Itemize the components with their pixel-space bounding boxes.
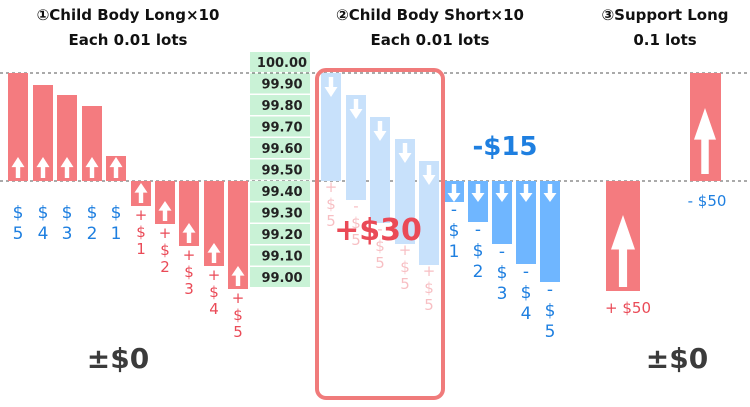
loss-label-blue: -$ 5 [545, 280, 556, 342]
price-label: 99.10 [261, 250, 302, 265]
up-arrow-icon [694, 108, 716, 174]
support-profit-label: + $50 [605, 299, 651, 317]
up-arrow-icon [60, 157, 74, 178]
loss-label-red: + $5 [232, 289, 245, 341]
up-arrow-icon [36, 157, 50, 178]
up-arrow-icon [207, 243, 221, 263]
short-bar-blue [516, 181, 536, 264]
price-label: 99.30 [261, 207, 302, 222]
down-arrow-icon [471, 184, 485, 202]
loss-label-red: + $2 [159, 224, 172, 276]
profit-label-blue: $3 [62, 203, 73, 244]
up-arrow-icon [158, 201, 172, 221]
support-loss-label: - $50 [688, 192, 727, 210]
header-support-long-line2: 0.1 lots [633, 31, 697, 49]
down-arrow-icon [324, 77, 338, 97]
price-label: 99.40 [261, 185, 302, 200]
price-cell [250, 95, 310, 115]
long-bar-up [57, 95, 77, 181]
long-bar-up [33, 85, 53, 181]
profit-label-blue: $2 [87, 203, 98, 244]
loss-label-red: + $1 [135, 206, 148, 258]
header-child-short-line2: Each 0.01 lots [370, 31, 490, 49]
loss-label-blue: -$ 4 [521, 262, 532, 324]
price-ladder: 100.00 99.90 99.80 99.70 99.60 99.50 99.40 99.3… [250, 52, 310, 287]
down-arrow-icon [422, 165, 436, 185]
header-child-short-line1: ②Child Body Short×10 [336, 6, 524, 24]
short-bar-faded [321, 73, 341, 181]
price-label: 99.80 [261, 99, 302, 114]
loss-label-blue: -$ 2 [473, 220, 484, 282]
up-arrow-icon [611, 215, 635, 287]
price-label: 99.00 [261, 271, 302, 286]
section-child-long: $5 $ 4 $ 3 $ 2 $ 1 + $1 + $2 + $3 + $4 + $5 [8, 73, 248, 341]
price-cell [250, 224, 310, 244]
up-arrow-icon [134, 183, 148, 203]
short-bar-blue [540, 181, 560, 282]
price-cell [250, 138, 310, 158]
down-arrow-icon [349, 99, 363, 119]
price-label: 100.00 [257, 56, 307, 71]
profit-label-blue: $4 [38, 203, 49, 244]
short-bar-blue [492, 181, 512, 244]
header-support-long-line1: ③Support Long [601, 6, 729, 24]
summary-loss-label: -$15 [472, 132, 537, 162]
section-child-short: + $5-$ 5-$ 5+ $5+ $5-$ 1-$ 2-$ 3-$ 4-$ 5+$30-$15 [315, 68, 560, 400]
loss-label-red: + $4 [208, 266, 221, 318]
header-child-long-line1: ①Child Body Long×10 [36, 6, 220, 24]
result-child-short: +$30 [334, 213, 422, 248]
profit-label-blue: $1 [111, 203, 122, 244]
price-cell [250, 202, 310, 223]
short-bar-faded [395, 139, 415, 244]
up-arrow-icon [182, 223, 196, 243]
faded-profit-label: -$ 5 [375, 220, 385, 272]
long-bar-down [179, 181, 199, 246]
up-arrow-icon [231, 266, 245, 286]
long-bar-down [228, 181, 248, 289]
results: ±$0 ±$0 [87, 342, 708, 375]
price-cell [250, 52, 310, 72]
faded-profit-label: + $5 [423, 262, 436, 314]
short-bar-faded [419, 161, 439, 265]
result-child-long: ±$0 [87, 342, 149, 375]
price-cell [250, 159, 310, 180]
long-bar-up [82, 106, 102, 181]
down-arrow-icon [373, 121, 387, 141]
price-cell [250, 245, 310, 266]
loss-label-red: + $3 [183, 246, 196, 298]
header-child-long-line2: Each 0.01 lots [68, 31, 188, 49]
price-label: 99.70 [261, 121, 302, 136]
result-support-long: ±$0 [646, 342, 708, 375]
price-cell [250, 73, 310, 94]
highlight-box [315, 68, 445, 400]
price-cell [250, 116, 310, 137]
down-arrow-icon [447, 184, 461, 202]
down-arrow-icon [398, 143, 412, 163]
down-arrow-icon [519, 184, 533, 202]
price-label: 99.60 [261, 142, 302, 157]
price-label: 99.90 [261, 78, 302, 93]
faded-profit-label: + $5 [399, 241, 412, 293]
up-arrow-icon [85, 157, 99, 178]
price-cell [250, 267, 310, 287]
down-arrow-icon [495, 184, 509, 202]
up-arrow-icon [11, 157, 25, 178]
faded-profit-label: + $5 [325, 178, 338, 230]
price-label: 99.50 [261, 164, 302, 179]
long-bar-down [204, 181, 224, 266]
long-bar-up [8, 73, 28, 181]
short-bar-faded [370, 117, 390, 223]
loss-label-blue: -$ 1 [449, 200, 460, 262]
loss-label-blue: -$ 3 [497, 242, 508, 304]
short-bar-faded [346, 95, 366, 200]
profit-label-blue: $5 [13, 203, 24, 244]
up-arrow-icon [109, 157, 123, 178]
faded-profit-label: -$ 5 [351, 197, 361, 249]
price-cell [250, 181, 310, 201]
section-support-long: - $50 + $50 [605, 73, 726, 317]
down-arrow-icon [543, 184, 557, 202]
price-label: 99.20 [261, 228, 302, 243]
